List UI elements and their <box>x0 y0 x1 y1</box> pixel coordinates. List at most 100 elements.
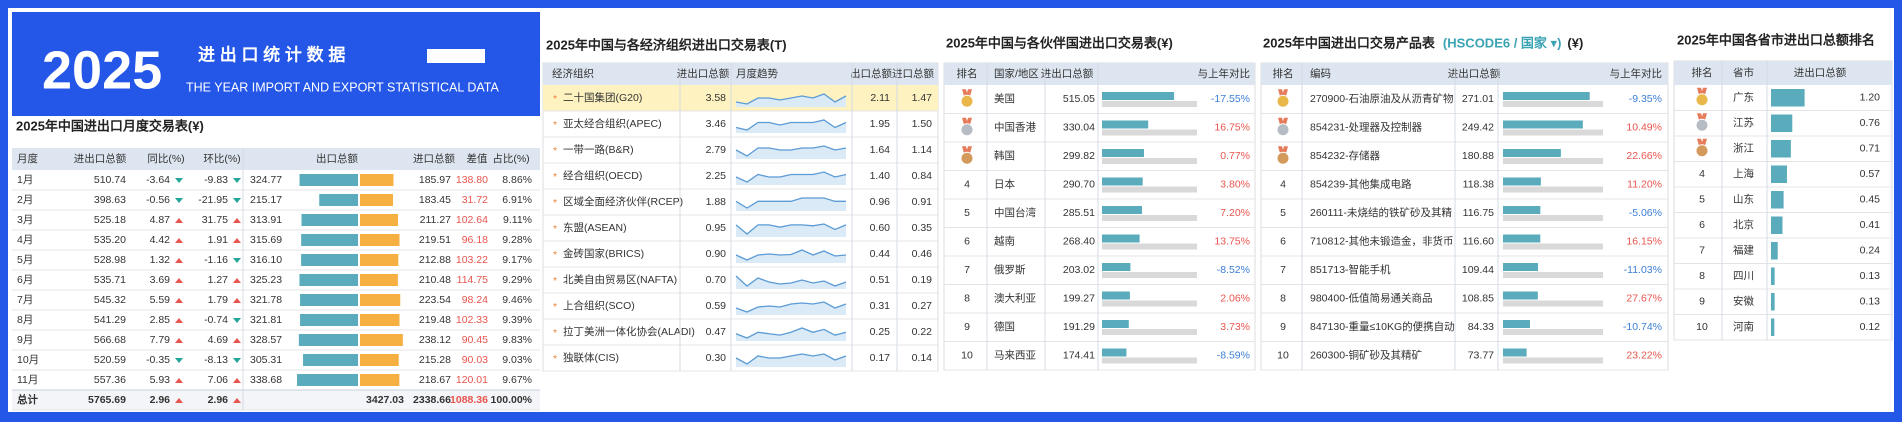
cell-text: -8.13 <box>204 354 228 366</box>
column-header: 进出口总额 <box>677 67 730 80</box>
rank: 5 <box>1280 207 1286 219</box>
cell-text: 114.75 <box>457 274 488 286</box>
cell-text: 2338.66 <box>413 394 451 406</box>
cell-text: 1.27 <box>208 274 229 286</box>
export-bar <box>299 274 358 286</box>
change: -9.35% <box>1629 93 1662 105</box>
column-header: 进口总额 <box>892 67 934 80</box>
value: 191.29 <box>1063 321 1095 333</box>
export-bar <box>301 234 358 246</box>
bar <box>1503 120 1583 129</box>
down-arrow <box>175 358 183 363</box>
bar-track <box>1503 186 1603 193</box>
column-header: 出口总额 <box>850 67 892 80</box>
item-name: 851713-智能手机 <box>1310 263 1391 276</box>
month: 9月 <box>17 334 33 346</box>
up-arrow <box>233 238 241 243</box>
table-header <box>1674 61 1892 85</box>
trend-line <box>735 353 847 365</box>
item-name: 270900-石油原油及从沥青矿物 <box>1310 92 1454 105</box>
rank: 8 <box>1280 293 1286 305</box>
row-marker: * <box>553 353 557 365</box>
cell-text: 185.97 <box>419 174 451 186</box>
cell-text: 324.77 <box>250 174 282 186</box>
item-name: 上海 <box>1733 167 1755 180</box>
org-name: 亚太经合组织(APEC) <box>563 117 662 130</box>
bar-track <box>1102 300 1197 307</box>
rank: 8 <box>1699 270 1705 282</box>
up-arrow <box>175 278 183 283</box>
bar <box>1102 263 1131 271</box>
down-arrow <box>175 178 183 183</box>
cell-text: 90.03 <box>462 354 488 366</box>
item-name: 847130-重量≤10KG的便携自动 <box>1310 320 1455 333</box>
medal <box>1276 151 1290 165</box>
import-bar <box>360 194 394 206</box>
cell-text: 102.33 <box>456 314 488 326</box>
org-name: 拉丁美洲一体化协会(ALADI) <box>563 325 695 338</box>
cell-text: 90.45 <box>462 334 488 346</box>
month: 5月 <box>17 254 33 266</box>
cell-text: 3427.03 <box>366 394 404 406</box>
cell-text: 1.95 <box>870 118 891 130</box>
cell-text: 4.87 <box>150 214 171 226</box>
bar <box>1503 263 1539 271</box>
cell-text: 398.63 <box>94 194 126 206</box>
bar-track <box>1102 186 1197 193</box>
cell-text: 0.70 <box>706 274 727 286</box>
medal-ribbon <box>966 146 972 154</box>
cell-text: 8.86% <box>502 174 532 186</box>
cell-text: 0.96 <box>870 196 891 208</box>
value: 249.42 <box>1462 122 1494 134</box>
change: 3.73% <box>1220 321 1250 333</box>
cell-text: 9.17% <box>502 254 532 266</box>
up-arrow <box>233 298 241 303</box>
bar-track <box>1503 300 1603 307</box>
item-name: 日本 <box>994 178 1015 191</box>
org-name: 北美自由贸易区(NAFTA) <box>563 273 677 286</box>
cell-text: 313.91 <box>250 214 282 226</box>
cell-text: 0.84 <box>912 170 933 182</box>
value: 271.01 <box>1462 93 1494 105</box>
cell-text: 316.10 <box>250 254 282 266</box>
rank: 4 <box>1699 168 1705 180</box>
bar <box>1503 234 1541 243</box>
rank: 10 <box>961 350 973 362</box>
cell-text: 535.20 <box>94 234 126 246</box>
down-arrow <box>233 318 241 323</box>
cell-text: 1.50 <box>912 118 933 130</box>
bar-track <box>1503 215 1603 221</box>
rank: 7 <box>964 264 970 276</box>
column-header: 月度 <box>17 152 38 165</box>
bar <box>1503 348 1527 357</box>
change: 16.75% <box>1214 122 1250 134</box>
bar <box>1102 348 1127 357</box>
bar <box>1771 318 1775 336</box>
bar <box>1102 149 1144 157</box>
down-arrow <box>233 358 241 363</box>
cell-text: 1088.36 <box>450 394 488 406</box>
export-bar <box>299 174 358 186</box>
change: 13.75% <box>1214 236 1250 248</box>
item-name: 中国台湾 <box>994 206 1036 219</box>
column-header: 省市 <box>1733 66 1754 79</box>
change: 2.06% <box>1220 293 1250 305</box>
cell-text: 5.59 <box>150 294 171 306</box>
rank: 5 <box>964 207 970 219</box>
rank: 9 <box>1280 321 1286 333</box>
cell-text: 9.11% <box>503 214 532 226</box>
column-header: 进出口总额 <box>1041 67 1094 80</box>
import-bar <box>360 274 398 286</box>
medal-ribbon <box>1282 89 1288 97</box>
cell-text: 2.79 <box>706 144 727 156</box>
bar <box>1771 140 1791 158</box>
trend-area <box>736 198 846 211</box>
value: 0.12 <box>1860 321 1881 333</box>
cell-text: 0.44 <box>870 248 891 260</box>
rank: 7 <box>1280 264 1286 276</box>
value: 290.70 <box>1063 179 1095 191</box>
trend-line <box>735 93 847 105</box>
dimension-selector[interactable]: (HSCODE6 / 国家 ▾) <box>1443 35 1561 50</box>
import-bar <box>360 174 394 186</box>
